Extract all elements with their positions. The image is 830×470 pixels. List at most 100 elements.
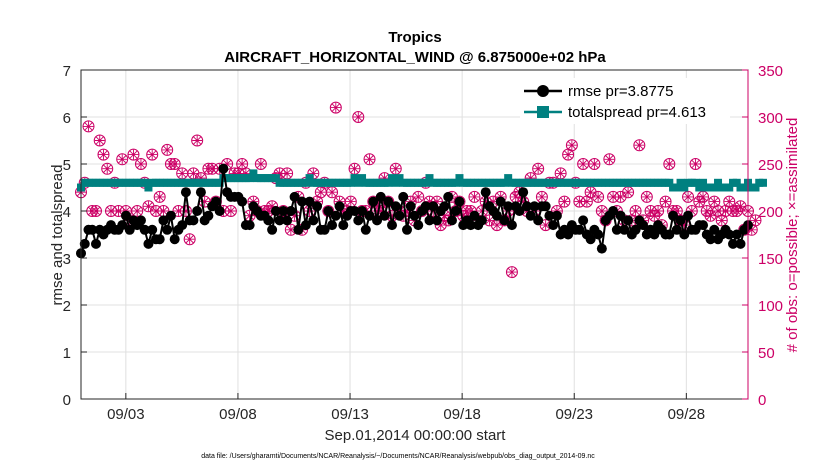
obs-possible-point <box>183 233 196 246</box>
rmse-point <box>120 210 131 221</box>
obs-possible-point <box>153 190 166 203</box>
totalspread-point <box>249 169 258 178</box>
obs-assimilated-point <box>387 210 398 221</box>
tick-label-y-right: 100 <box>758 298 783 315</box>
rmse-point <box>476 215 487 226</box>
obs-assimilated-point <box>424 196 435 207</box>
rmse-point <box>192 206 203 216</box>
y-axis-label-right: # of obs: o=possible; ×=assimilated <box>784 118 801 353</box>
rmse-point <box>544 210 555 221</box>
obs-assimilated-point <box>375 206 386 216</box>
totalspread-point <box>680 183 689 192</box>
rmse-point <box>514 206 525 216</box>
rmse-point <box>364 210 375 221</box>
obs-assimilated-point <box>113 206 124 216</box>
y-axis-label-left: rmse and totalspread <box>49 165 66 306</box>
rmse-point <box>563 229 574 240</box>
obs-assimilated-point <box>518 196 529 207</box>
obs-assimilated-point <box>533 163 544 174</box>
obs-assimilated-point <box>623 187 634 198</box>
obs-possible-point <box>412 190 425 203</box>
obs-assimilated-point <box>705 210 716 221</box>
rmse-point <box>312 201 323 212</box>
obs-assimilated-point <box>195 173 206 184</box>
totalspread-point <box>732 178 741 187</box>
obs-assimilated-point <box>147 149 158 160</box>
obs-possible-point <box>592 190 605 203</box>
tick-label-x: 09/18 <box>443 406 481 423</box>
rmse-point <box>338 220 349 231</box>
obs-possible-point <box>603 153 616 166</box>
obs-assimilated-point <box>83 121 94 132</box>
x-axis-label: Sep.01,2014 00:00:00 start <box>325 427 507 444</box>
rmse-point <box>319 224 330 235</box>
obs-assimilated-point <box>184 234 195 245</box>
obs-possible-point <box>254 158 267 170</box>
rmse-point <box>724 229 735 240</box>
rmse-point <box>454 196 465 207</box>
totalspread-point <box>421 178 430 187</box>
obs-assimilated-point <box>559 196 570 207</box>
totalspread-point <box>455 174 464 183</box>
totalspread-point <box>354 178 363 187</box>
obs-possible-point <box>116 153 129 166</box>
rmse-point <box>709 224 720 235</box>
obs-assimilated-point <box>225 206 236 216</box>
obs-assimilated-point <box>105 206 116 216</box>
rmse-point <box>413 220 424 231</box>
obs-assimilated-point <box>630 206 641 216</box>
rmse-point <box>285 206 296 216</box>
rmse-point <box>300 220 311 231</box>
totalspread-point <box>699 178 708 187</box>
rmse-point <box>398 191 409 202</box>
rmse-point <box>675 215 686 226</box>
obs-assimilated-point <box>102 163 113 174</box>
obs-assimilated-point <box>720 206 731 216</box>
tick-label-x: 09/23 <box>555 406 593 423</box>
obs-assimilated-point <box>465 206 476 216</box>
obs-assimilated-point <box>353 112 364 122</box>
rmse-point <box>428 201 439 212</box>
obs-assimilated-point <box>150 206 161 216</box>
totalspread-point <box>215 178 224 187</box>
rmse-point <box>323 206 334 216</box>
tick-label-y-left: 5 <box>63 157 71 174</box>
totalspread-point <box>500 178 509 187</box>
obs-assimilated-point <box>476 206 487 216</box>
tick-label-y-left: 3 <box>63 251 71 268</box>
rmse-point <box>203 210 214 221</box>
rmse-point <box>165 210 176 221</box>
totalspread-point <box>504 174 513 183</box>
obs-assimilated-point <box>431 196 442 207</box>
rmse-point <box>585 234 596 245</box>
rmse-point <box>117 220 128 231</box>
obs-possible-point <box>588 158 601 170</box>
rmse-point <box>608 206 619 216</box>
obs-assimilated-point <box>304 206 315 216</box>
obs-assimilated-point <box>263 206 274 216</box>
obs-assimilated-point <box>315 187 326 198</box>
rmse-point <box>360 224 371 235</box>
obs-assimilated-point <box>222 159 233 169</box>
rmse-point <box>420 201 431 212</box>
rmse-point <box>383 196 394 207</box>
obs-possible-point <box>505 266 518 279</box>
totalspread-point <box>144 183 153 192</box>
rmse-point <box>596 243 607 254</box>
obs-possible-point <box>127 148 140 161</box>
obs-possible-point <box>633 139 646 152</box>
obs-assimilated-point <box>364 154 375 165</box>
rmse-point <box>394 210 405 221</box>
obs-possible-point <box>352 111 365 123</box>
rmse-point <box>521 201 532 212</box>
rmse-point <box>671 224 682 235</box>
obs-assimilated-point <box>244 210 255 221</box>
obs-assimilated-point <box>694 196 705 207</box>
obs-assimilated-point <box>506 267 517 278</box>
rmse-point <box>218 163 229 174</box>
obs-assimilated-point <box>589 159 600 169</box>
rmse-point <box>180 187 191 198</box>
obs-assimilated-point <box>488 196 499 207</box>
obs-possible-point <box>93 134 106 147</box>
